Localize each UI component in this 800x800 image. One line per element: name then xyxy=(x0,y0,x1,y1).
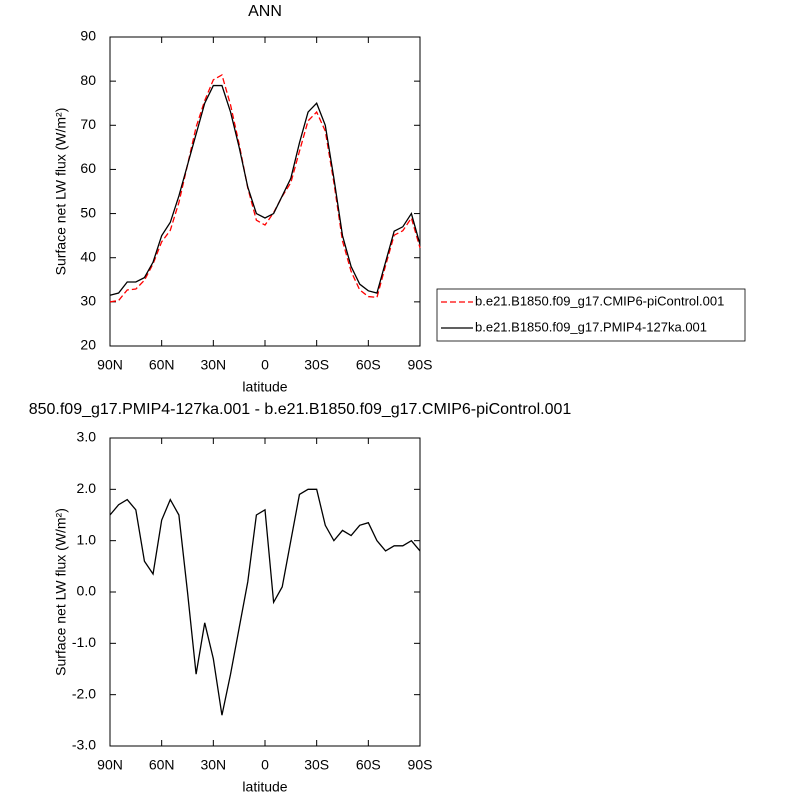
legend-box xyxy=(436,288,746,342)
y-tick-label: 80 xyxy=(80,72,96,88)
x-axis-label: latitude xyxy=(242,779,287,795)
plot-frame xyxy=(109,437,421,747)
x-tick-label: 0 xyxy=(261,757,269,773)
x-tick-label: 90N xyxy=(97,757,123,773)
y-tick-label: -3.0 xyxy=(72,737,96,753)
x-tick-label: 30N xyxy=(200,357,226,373)
x-tick-label: 30N xyxy=(200,757,226,773)
x-axis-label: latitude xyxy=(242,379,287,395)
y-tick-label: -1.0 xyxy=(72,634,96,650)
x-tick-label: 90S xyxy=(408,757,433,773)
x-tick-label: 60S xyxy=(356,357,381,373)
x-tick-label: 30S xyxy=(304,357,329,373)
legend-label: b.e21.B1850.f09_g17.PMIP4-127ka.001 xyxy=(475,319,707,334)
y-axis-label: Surface net LW flux (W/m²) xyxy=(53,508,69,676)
y-tick-label: 3.0 xyxy=(77,429,97,445)
y-axis-label: Surface net LW flux (W/m²) xyxy=(53,108,69,276)
line-series xyxy=(109,84,421,296)
y-tick-label: 1.0 xyxy=(77,531,97,547)
y-tick-label: 90 xyxy=(80,28,96,44)
y-tick-label: 2.0 xyxy=(77,480,97,496)
line-series xyxy=(109,488,421,716)
x-tick-label: 0 xyxy=(261,357,269,373)
y-tick-label: 50 xyxy=(80,204,96,220)
y-tick-label: -2.0 xyxy=(72,685,96,701)
y-tick-label: 60 xyxy=(80,160,96,176)
y-tick-label: 70 xyxy=(80,116,96,132)
chart-title: 850.f09_g17.PMIP4-127ka.001 - b.e21.B185… xyxy=(29,401,572,418)
legend-label: b.e21.B1850.f09_g17.CMIP6-piControl.001 xyxy=(475,293,724,308)
x-tick-label: 60N xyxy=(149,757,175,773)
x-tick-label: 90N xyxy=(97,357,123,373)
x-tick-label: 90S xyxy=(408,357,433,373)
x-tick-label: 60N xyxy=(149,357,175,373)
y-tick-label: 40 xyxy=(80,248,96,264)
x-tick-label: 60S xyxy=(356,757,381,773)
plot-frame xyxy=(109,36,421,347)
line-series xyxy=(109,73,421,303)
x-tick-label: 30S xyxy=(304,757,329,773)
y-tick-label: 0.0 xyxy=(77,583,97,599)
chart-title: ANN xyxy=(248,3,282,20)
y-tick-label: 20 xyxy=(80,337,96,353)
y-tick-label: 30 xyxy=(80,293,96,309)
